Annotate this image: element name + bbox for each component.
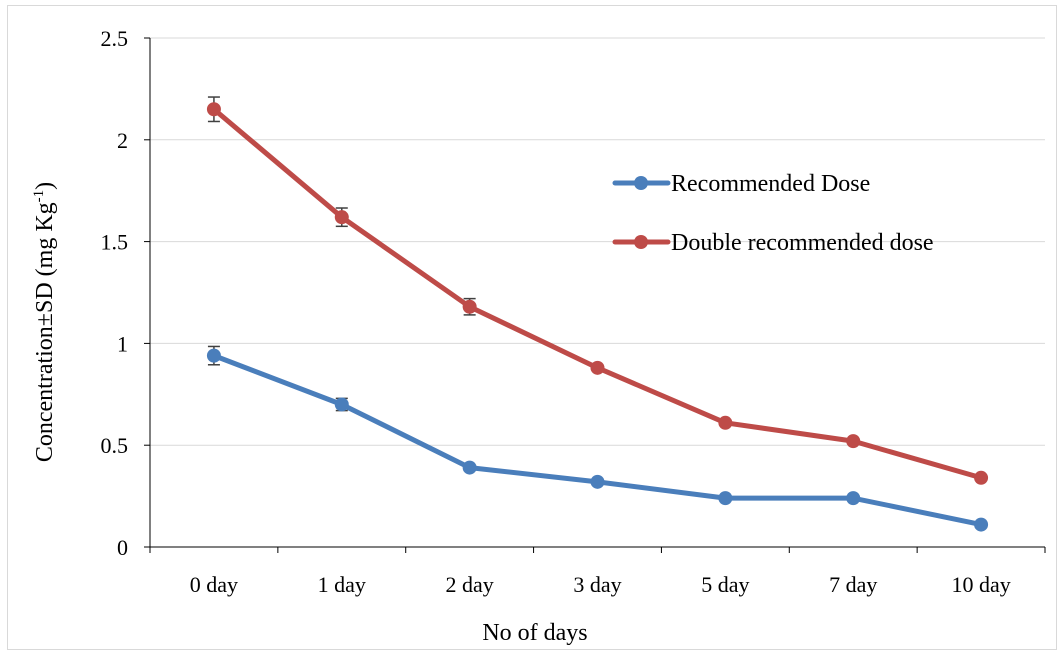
y-tick-label: 2 — [117, 128, 128, 153]
data-series — [206, 96, 989, 532]
series-line — [211, 353, 984, 528]
data-point — [718, 491, 733, 506]
chart-frame — [7, 5, 1057, 650]
y-axis-title: Concentration±SD (mg Kg-1) — [31, 182, 58, 462]
data-point — [974, 470, 989, 485]
x-tick-label: 7 day — [829, 572, 877, 597]
y-tick-label: 1 — [117, 331, 128, 356]
legend: Recommended Dose Double recommended dose — [612, 171, 934, 256]
y-tick-label: 1.5 — [101, 230, 129, 255]
axes — [144, 37, 1046, 553]
y-axis-title-superscript: -1 — [31, 190, 47, 203]
x-tick-labels: 0 day 1 day 2 day 3 day 5 day 7 day 10 day — [190, 572, 1011, 597]
series-line — [211, 106, 984, 481]
y-tick-label: 0 — [117, 535, 128, 560]
legend-label-2: Double recommended dose — [671, 230, 934, 256]
x-tick-label: 10 day — [951, 572, 1010, 597]
y-axis-title-close: ) — [32, 182, 58, 190]
legend-marker-2 — [634, 235, 648, 249]
data-point — [206, 348, 221, 363]
y-axis-title-main: Concentration±SD (mg Kg — [32, 202, 58, 462]
x-tick-label: 0 day — [190, 572, 238, 597]
data-point — [718, 415, 733, 430]
data-point — [334, 210, 349, 225]
series-2 — [206, 96, 989, 485]
legend-label-1: Recommended Dose — [671, 171, 870, 197]
y-tick-label: 0.5 — [101, 433, 129, 458]
x-tick-label: 5 day — [701, 572, 749, 597]
y-tick-label: 2.5 — [101, 26, 129, 51]
data-point — [590, 360, 605, 375]
data-point — [462, 299, 477, 314]
data-point — [846, 434, 861, 449]
data-point — [206, 102, 221, 117]
legend-marker-1 — [634, 176, 648, 190]
y-tick-labels: 0 0.5 1 1.5 2 2.5 — [101, 26, 129, 560]
gridlines — [150, 37, 1045, 446]
data-point — [334, 397, 349, 412]
data-point — [974, 517, 989, 532]
data-point — [846, 491, 861, 506]
x-tick-label: 3 day — [573, 572, 621, 597]
x-tick-label: 1 day — [318, 572, 366, 597]
data-point — [590, 474, 605, 489]
series-1 — [206, 345, 989, 532]
x-tick-label: 2 day — [446, 572, 494, 597]
x-axis-title: No of days — [482, 620, 587, 646]
data-point — [462, 460, 477, 475]
